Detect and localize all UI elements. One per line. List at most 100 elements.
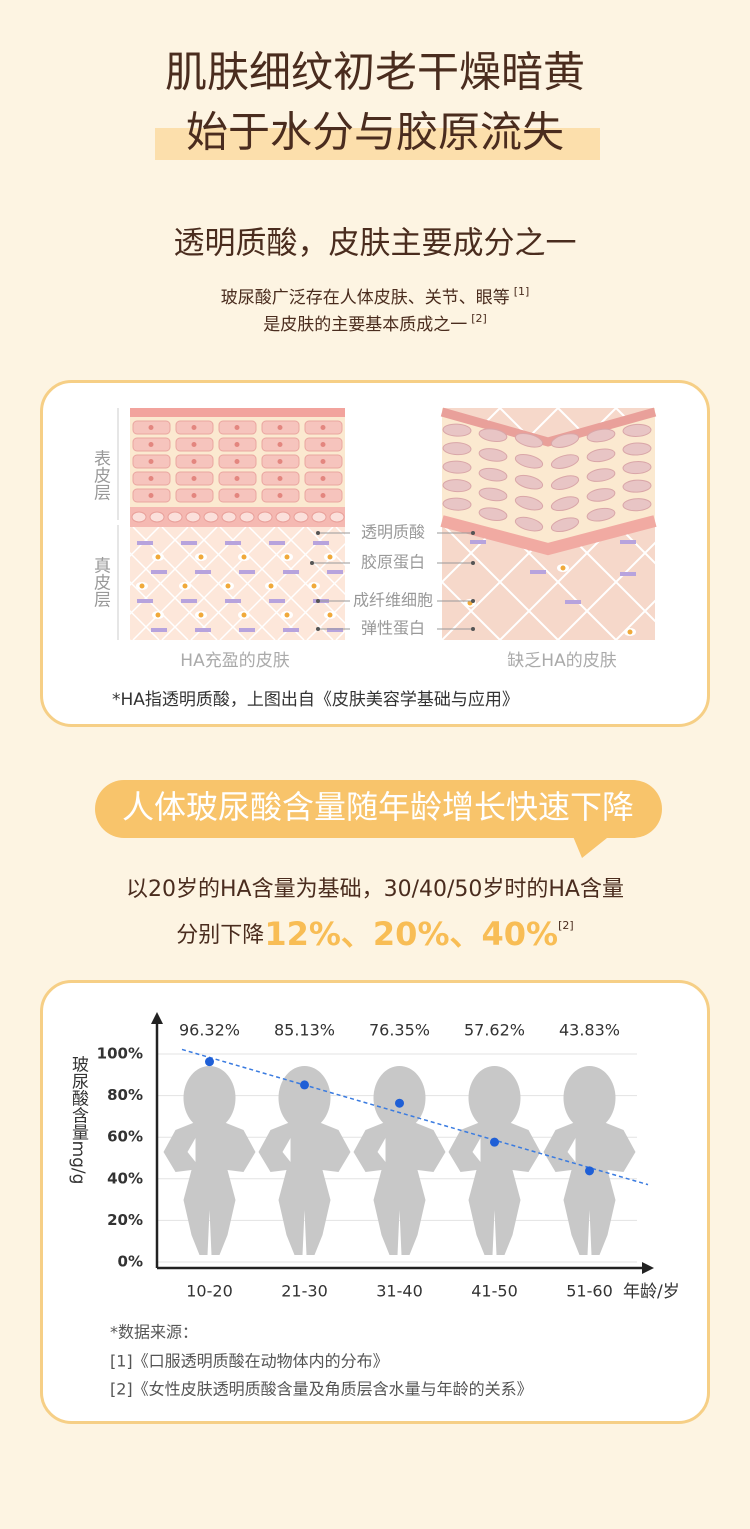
cell <box>478 448 508 462</box>
leader-dot <box>471 561 475 565</box>
x-tick-label: 41-50 <box>471 1282 518 1301</box>
leader-dot <box>316 599 320 603</box>
decline-prefix: 分别下降 <box>176 923 264 948</box>
elastin <box>181 599 197 603</box>
fiber <box>557 541 655 640</box>
heading: 透明质酸，皮肤主要成分之一 <box>174 226 577 262</box>
nucleus <box>191 425 197 430</box>
cell <box>622 479 652 493</box>
elastin <box>151 628 167 632</box>
fibroblast-core <box>198 554 204 560</box>
cell <box>442 497 472 511</box>
nucleus <box>320 442 326 447</box>
fiber <box>190 527 305 640</box>
silhouette-body <box>258 1122 351 1255</box>
layer-label: 真皮层 <box>90 556 111 607</box>
silhouette-body <box>543 1122 636 1255</box>
decline-line: 以20岁的HA含量为基础，30/40/50岁时的HA含量 <box>126 877 624 902</box>
nucleus <box>277 493 283 498</box>
banner-tail <box>572 834 612 858</box>
value-label: 96.32% <box>179 1021 240 1040</box>
nucleus <box>148 459 154 464</box>
nucleus <box>320 425 326 430</box>
nucleus <box>277 442 283 447</box>
cell <box>586 468 616 482</box>
silhouette-body <box>448 1122 541 1255</box>
cell <box>622 498 652 512</box>
elastin <box>283 628 299 632</box>
nucleus <box>320 476 326 481</box>
fibroblast-core <box>268 583 274 589</box>
value-label: 85.13% <box>274 1021 335 1040</box>
source: [2]《女性皮肤透明质酸含量及角质层含水量与年龄的关系》 <box>110 1380 533 1399</box>
cell <box>586 428 616 443</box>
y-tick-label: 80% <box>107 1086 143 1104</box>
cell <box>550 475 580 490</box>
leader-dot <box>316 531 320 535</box>
fiber <box>130 551 218 640</box>
y-tick-label: 0% <box>118 1253 143 1271</box>
silhouette-body <box>353 1122 446 1255</box>
basal-cell <box>257 511 273 523</box>
decline-highlight: 12%、20%、40% <box>264 915 558 953</box>
part-label: 成纤维细胞 <box>353 591 433 610</box>
cell <box>622 442 652 456</box>
elastin <box>195 628 211 632</box>
part-label: 弹性蛋白 <box>361 619 425 638</box>
elastin <box>151 570 167 574</box>
leader-dot <box>310 561 314 565</box>
nucleus <box>191 442 197 447</box>
banner-text: 人体玻尿酸含量随年龄增长快速下降 <box>122 788 634 826</box>
silhouette-hair <box>468 1066 521 1130</box>
elastin <box>620 540 636 544</box>
y-tick-label: 100% <box>97 1045 143 1063</box>
nucleus <box>191 459 197 464</box>
basal-cell <box>311 511 327 523</box>
cell <box>514 495 544 511</box>
fiber <box>306 600 345 640</box>
elastin <box>565 600 581 604</box>
x-tick-label: 10-20 <box>186 1282 233 1301</box>
nucleus <box>234 476 240 481</box>
cell <box>478 428 508 443</box>
fibroblast-core <box>198 612 204 618</box>
cell <box>478 467 508 482</box>
fibroblast-core <box>225 583 231 589</box>
cell <box>478 507 508 521</box>
cell <box>550 454 580 469</box>
basal-cell <box>131 511 147 523</box>
point <box>395 1098 404 1108</box>
y-axis-label: 玻尿酸含量mg/g <box>68 1056 89 1185</box>
x-tick-label: 21-30 <box>281 1282 328 1301</box>
source: [1]《口服透明质酸在动物体内的分布》 <box>110 1352 389 1371</box>
nucleus <box>320 493 326 498</box>
sources-title: *数据来源： <box>110 1323 198 1342</box>
chart: 0% 20% 40% 60% 80% 100% 玻尿酸含量mg/g 年龄/岁 10-20 21-3… <box>68 1012 680 1302</box>
elastin <box>470 540 486 544</box>
fibroblast-core <box>284 554 290 560</box>
intro-text: 是皮肤的主要基本质成之一 <box>263 315 467 335</box>
y-tick-label: 40% <box>107 1169 143 1187</box>
elastin <box>137 599 153 603</box>
elastin <box>620 572 636 576</box>
cell <box>514 516 544 532</box>
banner <box>95 780 662 838</box>
nucleus <box>277 425 283 430</box>
cell <box>586 448 616 463</box>
lattice <box>130 527 345 640</box>
intro-line: 玻尿酸广泛存在人体皮肤、关节、眼等 [1] <box>221 285 530 308</box>
cell <box>586 488 616 502</box>
x-tick-label: 51-60 <box>566 1282 613 1301</box>
ref: [2] <box>471 312 487 325</box>
fibroblast-core <box>627 629 633 635</box>
trend-line <box>181 1048 649 1186</box>
nucleus <box>234 493 240 498</box>
fibroblast-core <box>327 612 333 618</box>
elastin <box>530 570 546 574</box>
fiber <box>615 599 655 640</box>
note: *HA指透明质酸，上图出自《皮肤美容学基础与应用》 <box>112 690 519 710</box>
x-arrow <box>642 1262 654 1274</box>
leader-dot <box>471 531 475 535</box>
